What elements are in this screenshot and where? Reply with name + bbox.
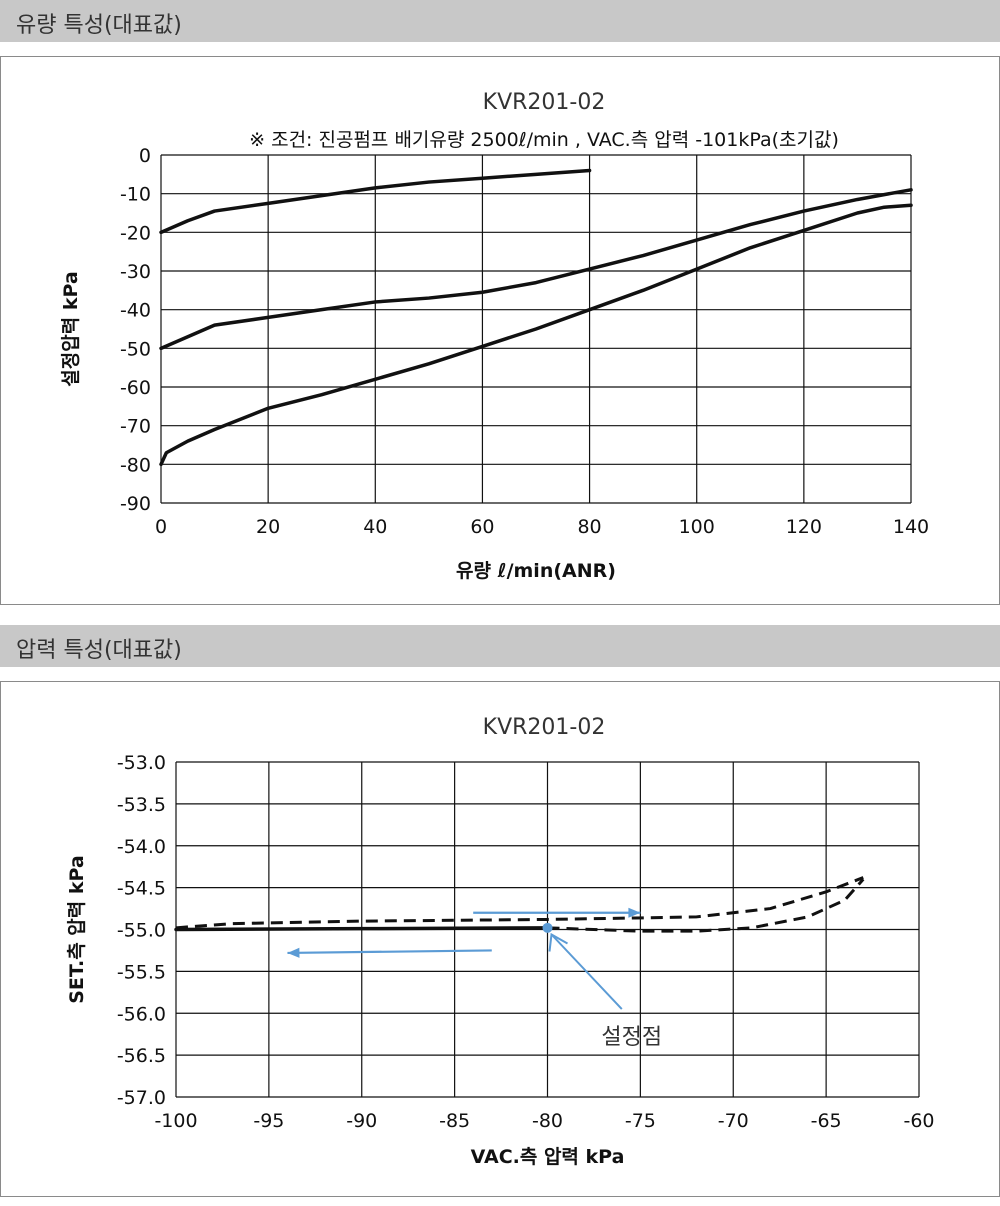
y-tick-label: -50 bbox=[120, 338, 151, 360]
x-tick-label: 40 bbox=[363, 516, 387, 538]
y-tick-label: -70 bbox=[120, 416, 151, 438]
y-axis-label: SET.측 압력 kPa bbox=[66, 855, 88, 1004]
x-tick-label: -95 bbox=[253, 1110, 284, 1132]
y-tick-label: -53.5 bbox=[117, 794, 166, 816]
x-tick-label: -85 bbox=[439, 1110, 470, 1132]
y-tick-label: -20 bbox=[120, 222, 151, 244]
x-tick-label: -65 bbox=[811, 1110, 842, 1132]
x-tick-label: 100 bbox=[679, 516, 715, 538]
y-tick-label: -53.0 bbox=[117, 752, 166, 774]
y-tick-label: -56.0 bbox=[117, 1003, 166, 1025]
setpoint-label: 설정점 bbox=[601, 1025, 662, 1050]
y-tick-label: -90 bbox=[120, 493, 151, 515]
series-line-2 bbox=[175, 876, 864, 930]
x-tick-label: -75 bbox=[625, 1110, 656, 1132]
flow-chart-panel: KVR201-02 ※ 조건: 진공펌프 배기유량 2500ℓ/min , VAC… bbox=[0, 56, 1000, 605]
x-axis-label: VAC.측 압력 kPa bbox=[471, 1146, 625, 1168]
x-tick-label: 80 bbox=[577, 516, 601, 538]
x-tick-label: 120 bbox=[786, 516, 822, 538]
direction-arrow-head bbox=[287, 947, 300, 958]
x-tick-label: 20 bbox=[256, 516, 280, 538]
pressure-section-title: 압력 특성(대표값) bbox=[16, 638, 182, 663]
y-tick-label: -40 bbox=[120, 300, 151, 322]
series-line-1 bbox=[159, 168, 592, 235]
pressure-chart-panel: KVR201-02 -100 -95 -90 -85 -80 -75 -70 -65 -60 -53… bbox=[0, 681, 1000, 1197]
x-tick-label: -90 bbox=[346, 1110, 377, 1132]
x-tick-label: 0 bbox=[155, 516, 167, 538]
series-line-2 bbox=[159, 188, 913, 351]
y-tick-label: -57.0 bbox=[117, 1087, 166, 1109]
series-line-3 bbox=[159, 203, 913, 467]
x-tick-label: -60 bbox=[903, 1110, 934, 1132]
y-tick-label: -30 bbox=[120, 261, 151, 283]
setpoint-pointer-head bbox=[548, 932, 568, 952]
y-tick-label: -55.0 bbox=[117, 920, 166, 942]
direction-arrow bbox=[287, 949, 492, 955]
y-tick-label: -56.5 bbox=[117, 1045, 166, 1067]
pressure-characteristic-chart: KVR201-02 -100 -95 -90 -85 -80 -75 -70 -65 -60 -53… bbox=[66, 715, 935, 1168]
y-tick-label: -54.0 bbox=[117, 836, 166, 858]
series-line-1 bbox=[174, 926, 550, 932]
x-axis-label: 유량 ℓ/min(ANR) bbox=[456, 560, 616, 582]
chart-title: KVR201-02 bbox=[483, 715, 606, 740]
direction-arrow-head bbox=[628, 907, 641, 918]
y-tick-label: -60 bbox=[120, 377, 151, 399]
chart-title: KVR201-02 bbox=[483, 90, 606, 115]
chart-subtitle: ※ 조건: 진공펌프 배기유량 2500ℓ/min , VAC.측 압력 -10… bbox=[249, 129, 839, 151]
y-tick-label: -55.5 bbox=[117, 961, 166, 983]
x-tick-label: -70 bbox=[718, 1110, 749, 1132]
pressure-section-header: 압력 특성(대표값) bbox=[0, 625, 1000, 667]
flow-section-title: 유량 특성(대표값) bbox=[16, 13, 182, 38]
x-tick-label: -80 bbox=[532, 1110, 563, 1132]
flow-characteristic-chart: KVR201-02 ※ 조건: 진공펌프 배기유량 2500ℓ/min , VAC… bbox=[60, 90, 929, 582]
y-tick-label: -10 bbox=[120, 184, 151, 206]
setpoint-pointer-line bbox=[550, 933, 623, 1010]
setpoint-marker bbox=[542, 922, 553, 933]
x-tick-label: 60 bbox=[470, 516, 494, 538]
flow-section-header: 유량 특성(대표값) bbox=[0, 0, 1000, 42]
x-tick-label: -100 bbox=[154, 1110, 197, 1132]
y-tick-label: -54.5 bbox=[117, 878, 166, 900]
y-axis-label: 설정압력 kPa bbox=[60, 271, 82, 386]
y-tick-label: 0 bbox=[139, 145, 151, 167]
x-tick-label: 140 bbox=[893, 516, 929, 538]
y-tick-label: -80 bbox=[120, 454, 151, 476]
